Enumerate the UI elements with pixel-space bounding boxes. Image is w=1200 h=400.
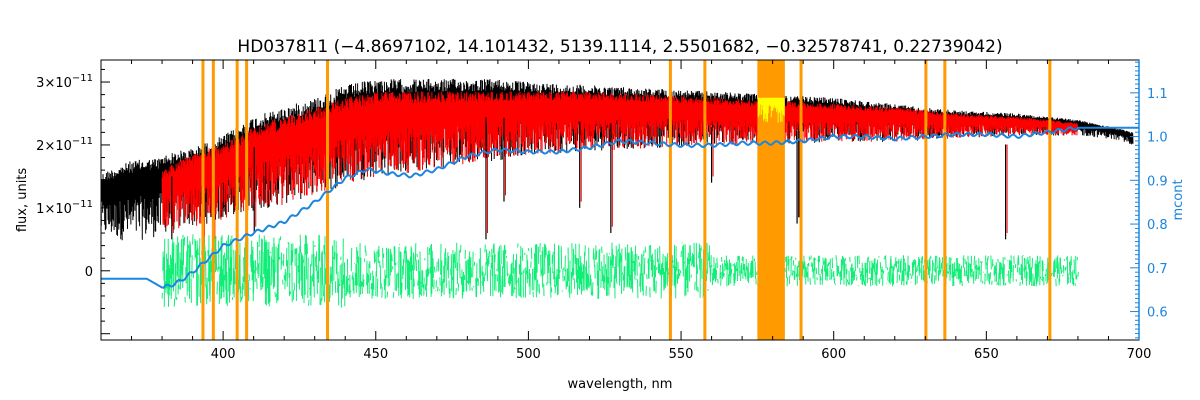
x-tick-label: 500 xyxy=(516,347,541,362)
x-tick-label: 450 xyxy=(363,347,388,362)
right-tick-label: 0.8 xyxy=(1147,218,1168,233)
x-axis-label: wavelength, nm xyxy=(568,377,673,392)
right-tick-label: 1.0 xyxy=(1147,131,1168,146)
plot-area xyxy=(101,60,1139,340)
residuals-line xyxy=(161,234,1079,308)
masked-line xyxy=(668,60,672,340)
masked-line xyxy=(211,60,215,340)
masked-line xyxy=(235,60,239,340)
y-tick-label: 2×10−11 xyxy=(36,136,93,154)
masked-band-trace xyxy=(757,97,785,123)
y-axis-label: flux, units xyxy=(15,168,30,233)
right-tick-label: 1.1 xyxy=(1147,87,1168,102)
y-tick-label: 3×10−11 xyxy=(36,73,93,91)
right-tick-label: 0.9 xyxy=(1147,174,1168,189)
masked-line xyxy=(1048,60,1052,340)
y-axis: 0 1×10−11 2×10−11 3×10−11 xyxy=(36,68,110,335)
mcont-line xyxy=(101,126,1139,289)
chart-title: HD037811 (−4.8697102, 14.101432, 5139.11… xyxy=(237,37,1002,57)
x-tick-label: 400 xyxy=(211,347,236,362)
masked-regions xyxy=(201,60,1052,340)
masked-line xyxy=(924,60,928,340)
masked-line xyxy=(703,60,707,340)
x-tick-label: 700 xyxy=(1127,347,1152,362)
masked-line xyxy=(326,60,330,340)
x-axis: 400 450 500 550 600 650 700 xyxy=(100,60,1152,362)
right-axis: 0.6 0.7 0.8 0.9 1.0 1.1 xyxy=(1130,60,1168,340)
x-tick-label: 600 xyxy=(821,347,846,362)
y-tick-label: 0 xyxy=(85,265,93,280)
masked-line xyxy=(245,60,249,340)
right-axis-label: mcont xyxy=(1171,179,1186,220)
masked-line xyxy=(201,60,205,340)
y-tick-label: 1×10−11 xyxy=(36,199,93,217)
x-tick-label: 650 xyxy=(974,347,999,362)
masked-line xyxy=(943,60,947,340)
x-tick-label: 550 xyxy=(669,347,694,362)
masked-line xyxy=(799,60,803,340)
right-tick-label: 0.7 xyxy=(1147,262,1168,277)
right-tick-label: 0.6 xyxy=(1147,306,1168,321)
